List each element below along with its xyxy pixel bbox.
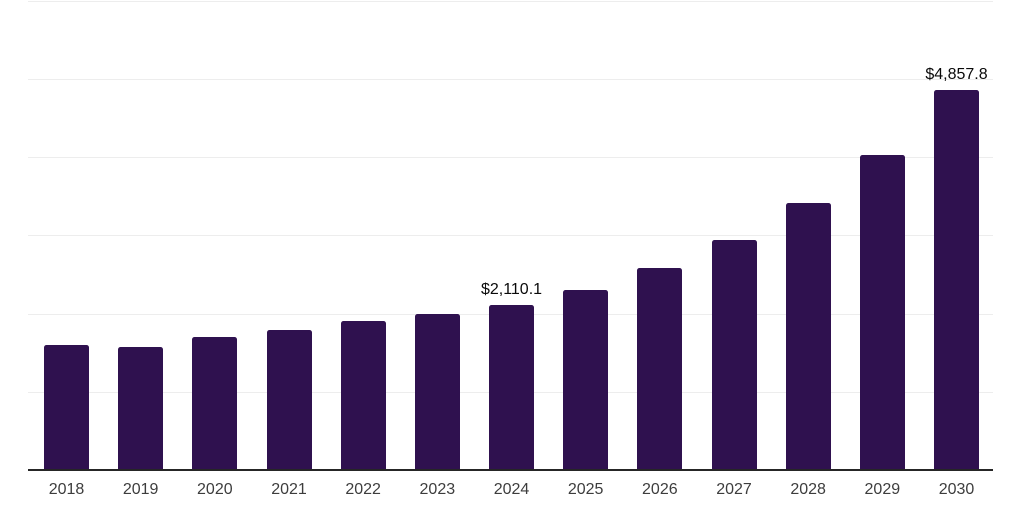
x-tick-label-2018: 2018 xyxy=(48,481,85,498)
bar-2029 xyxy=(859,154,905,470)
x-tick-label-2030: 2030 xyxy=(938,481,975,498)
x-tick-label-2027: 2027 xyxy=(716,481,752,498)
x-tick-label-2020: 2020 xyxy=(197,481,233,498)
bar-2028 xyxy=(785,203,831,470)
gridline xyxy=(28,157,993,159)
bar-2022 xyxy=(340,321,386,470)
bar-2018 xyxy=(44,345,89,470)
bar-2030 xyxy=(934,90,979,470)
gridline xyxy=(28,235,993,237)
bar-2023 xyxy=(414,314,460,470)
bar-value-label-2030: $4,857.8 xyxy=(925,66,988,84)
bar-2020 xyxy=(192,337,238,470)
gridline xyxy=(28,78,993,80)
x-tick-label-2021: 2021 xyxy=(271,481,307,498)
gridline xyxy=(28,0,993,2)
x-tick-label-2022: 2022 xyxy=(345,481,381,498)
x-tick-label-2019: 2019 xyxy=(122,481,159,498)
bar-2024 xyxy=(489,304,534,470)
bar-2027 xyxy=(711,240,757,470)
x-tick-label-2028: 2028 xyxy=(790,481,826,498)
plot-area: $2,110.1 $4,857.8 xyxy=(28,0,993,470)
x-axis-line xyxy=(28,469,993,471)
x-tick-label-2024: 2024 xyxy=(493,481,530,498)
bar-2025 xyxy=(563,290,609,470)
bar-2021 xyxy=(266,330,312,470)
x-tick-label-2023: 2023 xyxy=(419,481,456,498)
bar-2026 xyxy=(637,268,683,470)
bar-value-label-2024: $2,110.1 xyxy=(480,280,543,298)
x-tick-label-2029: 2029 xyxy=(864,481,901,498)
x-tick-label-2026: 2026 xyxy=(642,481,678,498)
bar-2019 xyxy=(118,347,164,470)
x-tick-label-2025: 2025 xyxy=(567,481,604,498)
